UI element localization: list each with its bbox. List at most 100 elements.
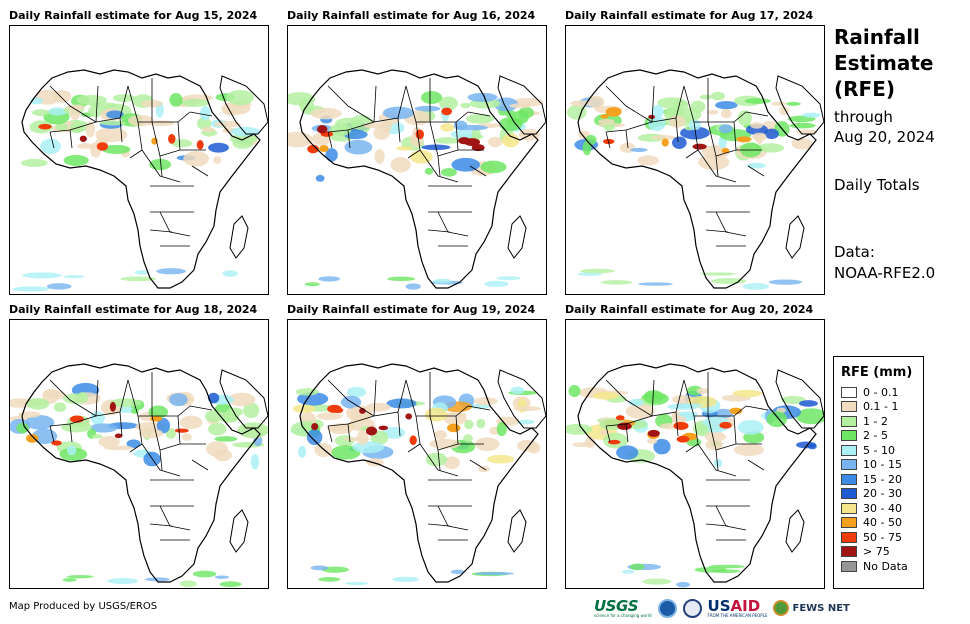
legend-swatch <box>841 386 857 398</box>
date-range: through Aug 20, 2024 <box>834 107 935 147</box>
data-source-name: NOAA-RFE2.0 <box>834 264 936 282</box>
africa-rainfall-map <box>287 319 547 589</box>
country-borders <box>577 363 824 583</box>
legend-label: 0 - 0.1 <box>863 385 899 399</box>
legend-label: No Data <box>863 559 908 573</box>
legend-label: 40 - 50 <box>863 516 902 530</box>
legend-label: > 75 <box>863 545 890 559</box>
legend-label: 1 - 2 <box>863 414 888 428</box>
africa-rainfall-map <box>9 319 269 589</box>
africa-map-svg <box>566 363 824 588</box>
agency-logos: USGS science for a changing world USAID … <box>594 597 850 619</box>
legend-item: 0.1 - 1 <box>841 400 923 415</box>
rainfall-map-panel-aug-18: Daily Rainfall estimate for Aug 18, 2024 <box>9 302 269 592</box>
rainfall-band <box>290 386 542 585</box>
legend-label: 0.1 - 1 <box>863 400 899 414</box>
rainfall-map-panel-aug-20: Daily Rainfall estimate for Aug 20, 2024 <box>565 302 825 592</box>
country-borders <box>21 363 268 583</box>
legend-item: 15 - 20 <box>841 472 923 487</box>
legend-swatch <box>841 546 857 558</box>
africa-rainfall-map <box>9 25 269 295</box>
fews-net-wordmark: FEWS NET <box>792 602 850 614</box>
legend-item: 30 - 40 <box>841 501 923 516</box>
legend-swatch <box>841 531 857 543</box>
legend-swatch <box>841 473 857 485</box>
rainfall-map-panel-aug-15: Daily Rainfall estimate for Aug 15, 2024 <box>9 8 269 298</box>
legend-swatch <box>841 444 857 456</box>
africa-rainfall-map <box>565 319 825 589</box>
legend-label: 15 - 20 <box>863 472 902 486</box>
usgs-wordmark: USGS <box>594 596 639 615</box>
usaid-logo: USAID FROM THE AMERICAN PEOPLE <box>707 596 768 618</box>
usaid-us: US <box>707 596 731 615</box>
usgs-tagline: science for a changing world <box>594 612 652 618</box>
legend-label: 20 - 30 <box>863 487 902 501</box>
legend-item: 50 - 75 <box>841 530 923 545</box>
rainfall-map-panel-aug-17: Daily Rainfall estimate for Aug 17, 2024 <box>565 8 825 298</box>
country-borders <box>299 363 546 583</box>
through-label: through <box>834 108 893 126</box>
rainfall-band <box>12 89 261 292</box>
country-borders <box>21 69 268 289</box>
rainfall-band <box>566 384 824 588</box>
product-title-line: Rainfall <box>834 25 920 49</box>
legend-swatch <box>841 459 857 471</box>
legend-item: 40 - 50 <box>841 516 923 531</box>
legend-title: RFE (mm) <box>841 365 913 380</box>
legend-label: 5 - 10 <box>863 443 895 457</box>
data-label: Data: <box>834 243 875 261</box>
legend-swatch <box>841 415 857 427</box>
africa-rainfall-map <box>287 25 547 295</box>
africa-map-svg <box>10 363 268 588</box>
legend-item: 20 - 30 <box>841 487 923 502</box>
data-source: Data: NOAA-RFE2.0 <box>834 242 935 284</box>
commerce-seal-icon <box>682 598 702 618</box>
legend-swatch <box>841 488 857 500</box>
product-title: Rainfall Estimate (RFE) <box>834 24 933 102</box>
legend-swatch <box>841 430 857 442</box>
globe-icon <box>773 600 790 616</box>
legend-label: 30 - 40 <box>863 501 902 515</box>
legend-item: 2 - 5 <box>841 429 923 444</box>
africa-map-svg <box>566 69 824 290</box>
legend-swatch <box>841 401 857 413</box>
legend-item: 10 - 15 <box>841 458 923 473</box>
usaid-tagline: FROM THE AMERICAN PEOPLE <box>707 612 768 618</box>
legend-item: 1 - 2 <box>841 414 923 429</box>
panel-title: Daily Rainfall estimate for Aug 20, 2024 <box>565 303 814 316</box>
legend-item: 0 - 0.1 <box>841 385 923 400</box>
legend-item: No Data <box>841 559 923 574</box>
rainfall-map-panel-aug-16: Daily Rainfall estimate for Aug 16, 2024 <box>287 8 547 298</box>
usgs-logo: USGS science for a changing world <box>594 596 652 618</box>
legend-label: 50 - 75 <box>863 530 902 544</box>
product-title-line: (RFE) <box>834 77 896 101</box>
fews-net-logo: FEWS NET <box>773 600 850 616</box>
rainfall-map-panel-aug-19: Daily Rainfall estimate for Aug 19, 2024 <box>287 302 547 592</box>
panel-title: Daily Rainfall estimate for Aug 18, 2024 <box>9 303 258 316</box>
legend-swatch <box>841 560 857 572</box>
panel-title: Daily Rainfall estimate for Aug 17, 2024 <box>565 9 814 22</box>
africa-rainfall-map <box>565 25 825 295</box>
legend-swatch <box>841 517 857 529</box>
panel-title: Daily Rainfall estimate for Aug 16, 2024 <box>287 9 536 22</box>
panel-title: Daily Rainfall estimate for Aug 15, 2024 <box>9 9 258 22</box>
rainfall-band <box>288 91 544 290</box>
legend-label: 2 - 5 <box>863 429 888 443</box>
product-title-line: Estimate <box>834 51 934 75</box>
africa-map-svg <box>12 69 268 292</box>
usaid-aid: AID <box>730 596 761 615</box>
legend-swatch <box>841 502 857 514</box>
legend-item: > 75 <box>841 545 923 560</box>
map-credit: Map Produced by USGS/EROS <box>9 601 158 612</box>
noaa-logo-icon <box>657 598 677 618</box>
legend-label: 10 - 15 <box>863 458 902 472</box>
legend-item: 5 - 10 <box>841 443 923 458</box>
country-borders <box>577 69 824 289</box>
through-date: Aug 20, 2024 <box>834 128 935 146</box>
country-borders <box>299 69 546 289</box>
panel-title: Daily Rainfall estimate for Aug 19, 2024 <box>287 303 536 316</box>
rainfall-band <box>10 382 268 588</box>
africa-map-svg <box>288 69 546 290</box>
daily-totals-label: Daily Totals <box>834 176 920 194</box>
